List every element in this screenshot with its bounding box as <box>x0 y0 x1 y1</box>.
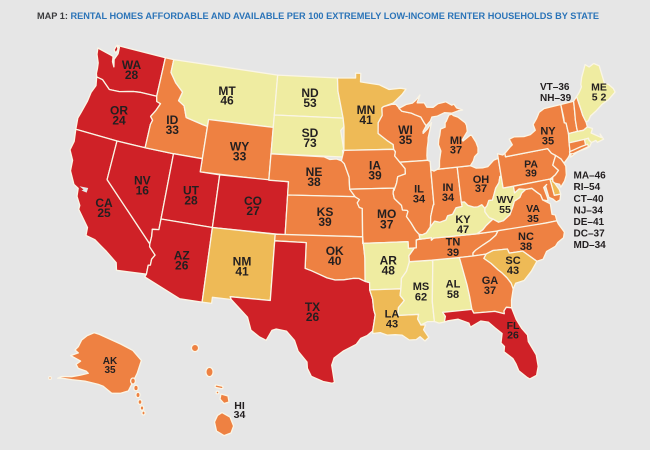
svg-text:16: 16 <box>136 184 150 198</box>
svg-text:41: 41 <box>359 113 373 127</box>
svg-text:43: 43 <box>386 319 398 331</box>
svg-text:NC: NC <box>518 231 534 243</box>
svg-text:28: 28 <box>125 68 139 82</box>
svg-text:CO: CO <box>244 194 262 208</box>
svg-text:NE: NE <box>306 165 323 179</box>
svg-text:AL: AL <box>446 279 461 291</box>
svg-text:26: 26 <box>175 259 189 273</box>
svg-text:NY: NY <box>540 126 556 138</box>
svg-text:39: 39 <box>447 247 459 259</box>
svg-text:WY: WY <box>230 140 249 154</box>
svg-text:26: 26 <box>507 330 519 342</box>
svg-text:NV: NV <box>134 174 151 188</box>
svg-text:37: 37 <box>380 218 394 232</box>
svg-text:41: 41 <box>235 265 249 279</box>
svg-text:MO: MO <box>377 207 396 221</box>
svg-text:NM: NM <box>233 254 252 268</box>
svg-text:PA: PA <box>524 158 538 170</box>
svg-text:IN: IN <box>443 182 454 194</box>
svg-text:SD: SD <box>302 126 319 140</box>
svg-text:34: 34 <box>442 192 455 204</box>
svg-text:AK: AK <box>103 356 118 367</box>
svg-text:MD–34: MD–34 <box>574 240 607 251</box>
svg-text:NJ–34: NJ–34 <box>574 206 604 217</box>
svg-text:WA: WA <box>122 58 142 72</box>
svg-text:33: 33 <box>166 123 180 137</box>
svg-text:35: 35 <box>527 213 539 225</box>
svg-text:35: 35 <box>399 133 413 147</box>
svg-text:HI: HI <box>234 400 245 412</box>
svg-text:39: 39 <box>318 215 332 229</box>
svg-text:OR: OR <box>110 103 128 117</box>
svg-text:34: 34 <box>413 193 426 205</box>
svg-text:DC–37: DC–37 <box>574 229 606 240</box>
svg-text:24: 24 <box>112 114 126 128</box>
svg-text:CA: CA <box>95 196 113 210</box>
svg-text:34: 34 <box>234 409 246 421</box>
svg-text:55: 55 <box>499 204 511 216</box>
svg-text:62: 62 <box>415 292 427 304</box>
svg-text:AZ: AZ <box>174 249 190 263</box>
svg-text:39: 39 <box>368 169 382 183</box>
svg-text:WI: WI <box>398 123 413 137</box>
svg-text:35: 35 <box>542 136 554 148</box>
svg-text:25: 25 <box>97 206 111 220</box>
svg-text:43: 43 <box>507 265 519 277</box>
svg-text:VA: VA <box>526 203 540 215</box>
svg-text:ID: ID <box>166 113 178 127</box>
svg-text:27: 27 <box>246 204 260 218</box>
svg-text:48: 48 <box>382 264 396 278</box>
svg-text:AR: AR <box>380 254 398 268</box>
svg-text:40: 40 <box>328 254 342 268</box>
svg-text:DE–41: DE–41 <box>574 217 605 228</box>
svg-text:WV: WV <box>497 194 514 206</box>
svg-text:MI: MI <box>450 135 462 147</box>
svg-text:46: 46 <box>220 94 234 108</box>
svg-text:39: 39 <box>525 168 537 180</box>
svg-text:IL: IL <box>414 183 424 195</box>
svg-text:ND: ND <box>301 86 319 100</box>
svg-text:47: 47 <box>457 224 469 236</box>
svg-text:58: 58 <box>447 289 459 301</box>
svg-text:33: 33 <box>233 150 247 164</box>
svg-text:RI–54: RI–54 <box>574 182 601 193</box>
svg-text:MS: MS <box>413 281 430 293</box>
svg-text:MA–46: MA–46 <box>574 171 607 182</box>
svg-text:FL: FL <box>507 320 520 332</box>
svg-text:73: 73 <box>303 136 317 150</box>
svg-text:OH: OH <box>473 174 490 186</box>
svg-text:MN: MN <box>357 103 376 117</box>
svg-text:53: 53 <box>303 96 317 110</box>
svg-text:37: 37 <box>484 285 496 297</box>
svg-text:SC: SC <box>505 255 520 267</box>
svg-text:TN: TN <box>446 237 461 249</box>
svg-text:UT: UT <box>183 183 200 197</box>
svg-text:MT: MT <box>218 84 236 98</box>
svg-text:KS: KS <box>317 205 334 219</box>
svg-text:26: 26 <box>306 310 320 324</box>
svg-text:VT–36: VT–36 <box>540 82 570 93</box>
svg-text:38: 38 <box>520 241 532 253</box>
svg-text:LA: LA <box>385 309 400 321</box>
svg-text:NH–39: NH–39 <box>540 93 572 104</box>
svg-text:KY: KY <box>455 214 471 226</box>
svg-text:35: 35 <box>104 365 116 376</box>
svg-text:37: 37 <box>475 183 487 195</box>
svg-text:37: 37 <box>450 145 462 157</box>
svg-text:28: 28 <box>184 194 198 208</box>
svg-text:ME: ME <box>591 81 607 93</box>
svg-text:OK: OK <box>326 244 344 258</box>
svg-text:38: 38 <box>307 175 321 189</box>
svg-text:GA: GA <box>482 275 499 287</box>
svg-text:TX: TX <box>305 300 320 314</box>
svg-text:5 2: 5 2 <box>592 92 607 104</box>
svg-text:IA: IA <box>369 159 381 173</box>
svg-text:CT–40: CT–40 <box>574 194 604 205</box>
